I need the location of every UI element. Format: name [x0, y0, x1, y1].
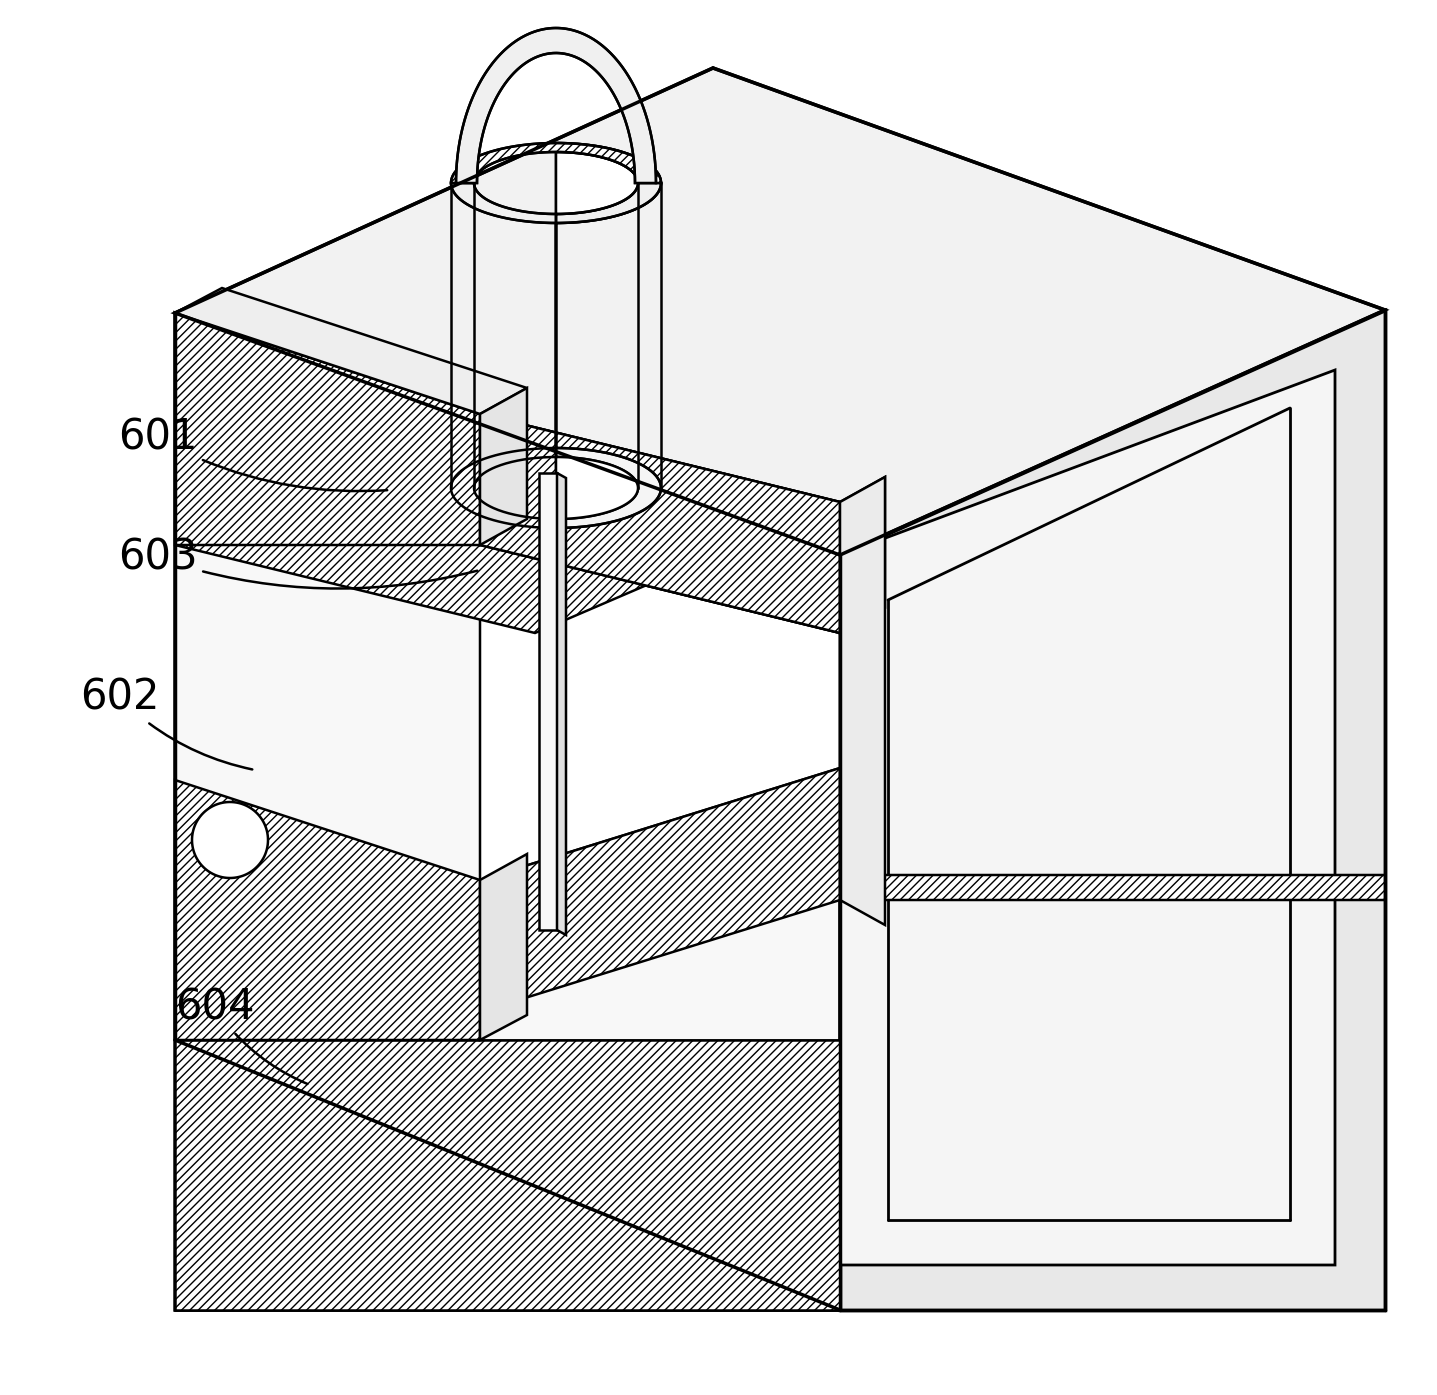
Polygon shape	[480, 414, 841, 633]
Polygon shape	[480, 388, 527, 545]
Polygon shape	[175, 414, 841, 633]
Polygon shape	[456, 28, 657, 183]
Polygon shape	[175, 1041, 841, 1310]
Polygon shape	[841, 875, 1385, 900]
Polygon shape	[841, 477, 885, 633]
Polygon shape	[556, 144, 661, 527]
Polygon shape	[539, 473, 558, 930]
Polygon shape	[841, 370, 1335, 1265]
Polygon shape	[451, 144, 661, 183]
Polygon shape	[480, 769, 841, 1011]
Polygon shape	[558, 473, 566, 935]
Text: 602: 602	[80, 677, 253, 770]
Polygon shape	[556, 152, 638, 519]
Polygon shape	[175, 287, 527, 414]
Polygon shape	[451, 183, 661, 223]
Polygon shape	[841, 310, 1385, 1310]
Polygon shape	[193, 802, 267, 877]
Polygon shape	[175, 1041, 841, 1310]
Polygon shape	[175, 312, 480, 545]
Text: 603: 603	[118, 537, 477, 589]
Polygon shape	[480, 414, 841, 633]
Text: 601: 601	[118, 417, 387, 491]
Text: 604: 604	[175, 988, 308, 1084]
Polygon shape	[175, 312, 841, 1310]
Polygon shape	[175, 68, 1385, 555]
Polygon shape	[841, 477, 885, 925]
Polygon shape	[480, 854, 527, 1041]
Polygon shape	[175, 780, 480, 1041]
Polygon shape	[480, 545, 841, 880]
